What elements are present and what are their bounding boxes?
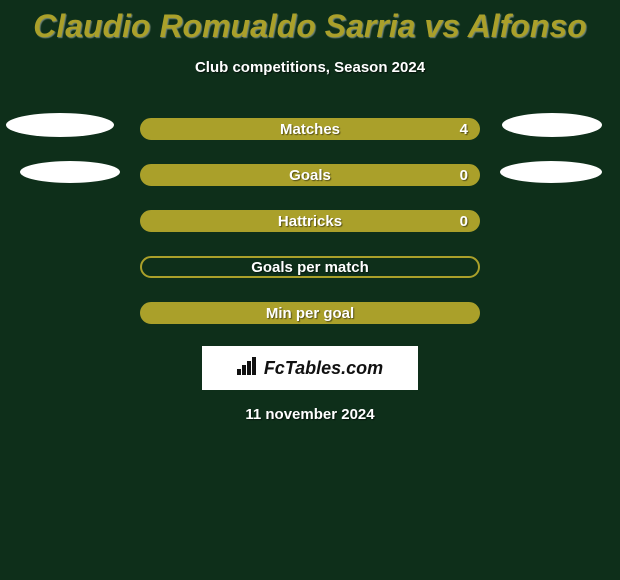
stat-row: Hattricks 0 (0, 210, 620, 232)
subtitle: Club competitions, Season 2024 (0, 59, 620, 76)
stat-bar: Goals 0 (140, 164, 480, 186)
page-title: Claudio Romualdo Sarria vs Alfonso (0, 0, 620, 45)
stat-value: 4 (460, 121, 468, 138)
stat-value: 0 (460, 213, 468, 230)
stat-rows: Matches 4 Goals 0 Hattricks 0 Goals per match M… (0, 118, 620, 324)
stat-label: Hattricks (278, 213, 342, 230)
date-text: 11 november 2024 (0, 406, 620, 423)
stat-row: Min per goal (0, 302, 620, 324)
logo-text: FcTables.com (264, 358, 383, 379)
stat-row: Goals 0 (0, 164, 620, 186)
stat-bar: Min per goal (140, 302, 480, 324)
player-left-indicator (6, 113, 114, 137)
stat-bar: Hattricks 0 (140, 210, 480, 232)
stat-label: Min per goal (266, 305, 354, 322)
stat-bar: Goals per match (140, 256, 480, 278)
stat-value: 0 (460, 167, 468, 184)
stat-label: Goals (289, 167, 331, 184)
player-left-indicator (20, 161, 120, 183)
stat-label: Goals per match (251, 259, 369, 276)
comparison-card: Claudio Romualdo Sarria vs Alfonso Club … (0, 0, 620, 580)
stat-bar: Matches 4 (140, 118, 480, 140)
player-right-indicator (502, 113, 602, 137)
stat-label: Matches (280, 121, 340, 138)
stat-row: Matches 4 (0, 118, 620, 140)
player-right-indicator (500, 161, 602, 183)
logo-box: FcTables.com (202, 346, 418, 390)
bar-chart-icon (237, 357, 259, 380)
stat-row: Goals per match (0, 256, 620, 278)
